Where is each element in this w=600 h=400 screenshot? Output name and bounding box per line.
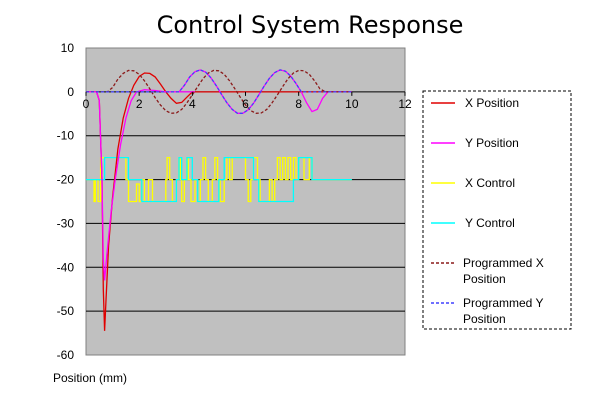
legend-label: Programmed Y: [463, 296, 543, 310]
y-tick-label: 10: [61, 41, 75, 55]
legend-label: Y Position: [465, 136, 519, 150]
legend-label: Y Control: [465, 216, 515, 230]
chart-title: Control System Response: [157, 11, 464, 39]
y-tick-label: -60: [57, 348, 75, 362]
x-tick-label: 2: [136, 97, 143, 111]
x-tick-label: 12: [398, 97, 412, 111]
series-line: [86, 72, 352, 331]
x-tick-label: 6: [242, 97, 249, 111]
y-tick-label: 0: [67, 85, 74, 99]
x-tick-label: 4: [189, 97, 196, 111]
y-axis: 10 0 -10 -20 -30 -40 -50 -60: [57, 41, 75, 362]
series-layer: [86, 69, 352, 331]
series-line: [86, 156, 352, 203]
x-axis-label: Position (mm): [53, 371, 127, 385]
x-axis: 0 2 4 6 8 10 12: [83, 91, 412, 111]
legend-box: [422, 90, 572, 330]
series-line: [86, 156, 352, 203]
legend-label: Position: [463, 272, 506, 286]
x-tick-label: 8: [295, 97, 302, 111]
y-tick-label: -50: [57, 304, 75, 318]
y-tick-label: -40: [57, 260, 75, 274]
legend-label: Programmed X: [463, 256, 544, 270]
x-tick-label: 10: [345, 97, 359, 111]
series-line: [86, 69, 352, 114]
legend-label: X Position: [465, 96, 519, 110]
series-line: [86, 89, 195, 281]
legend: X Position Y Position X Control Y Control Pr…: [431, 96, 544, 326]
legend-label: Position: [463, 312, 506, 326]
x-tick-label: 0: [83, 97, 90, 111]
series-line: [86, 69, 352, 114]
y-tick-label: -30: [57, 216, 75, 230]
legend-label: X Control: [465, 176, 515, 190]
y-tick-label: -20: [57, 173, 75, 187]
y-tick-label: -10: [57, 129, 75, 143]
